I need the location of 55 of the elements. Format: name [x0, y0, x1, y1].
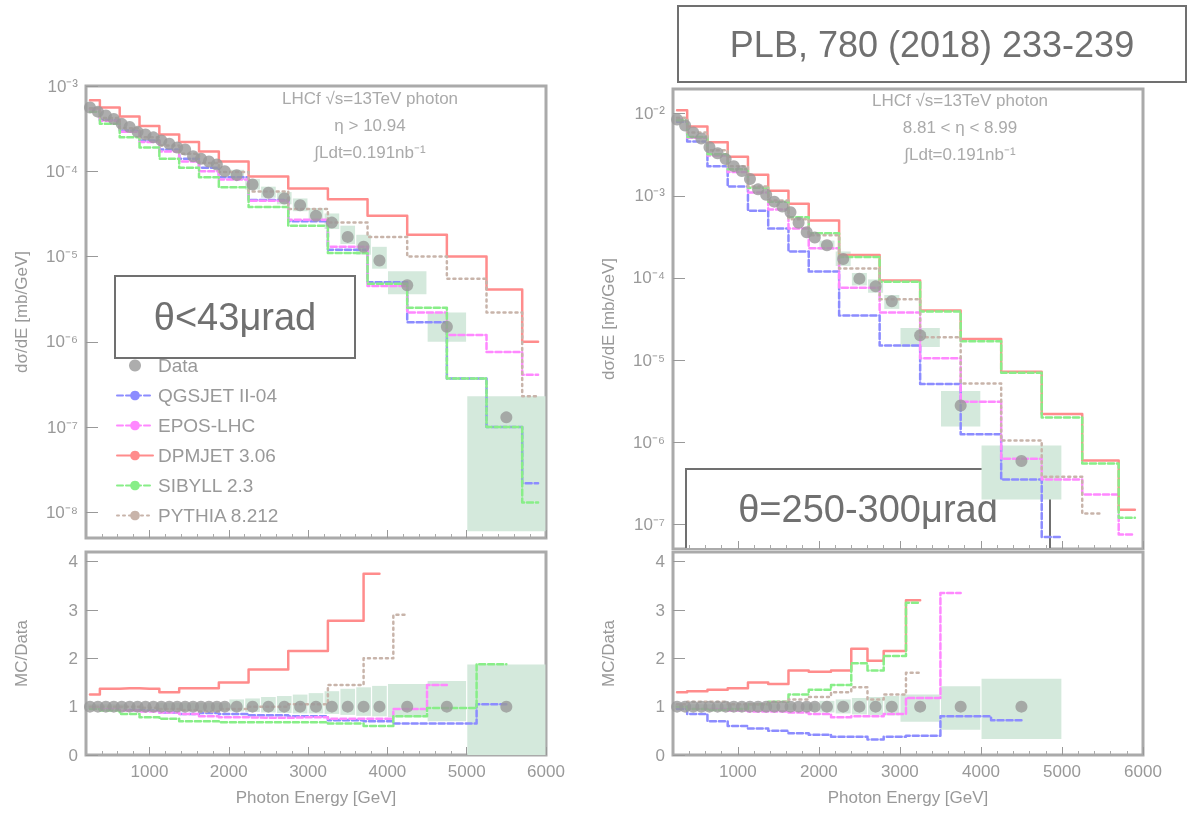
y-tick-label: 4 [655, 552, 665, 572]
y-tick-label: 3 [68, 600, 78, 620]
legend-label: DPMJET 3.06 [158, 445, 276, 466]
x-tick-label: 6000 [1124, 762, 1162, 781]
legend-label: Data [158, 355, 199, 376]
x-tick-label: 5000 [447, 762, 486, 781]
y-axis-title: dσ/dE [mb/GeV] [12, 251, 31, 373]
y-axis-title: MC/Data [599, 619, 618, 688]
y-tick-label: 4 [68, 552, 78, 572]
y-tick-label: 10⁻⁶ [46, 332, 78, 352]
text: PLB, 780 (2018) 233-239 [729, 23, 1135, 65]
annotation: LHCf √s=13TeV photon [871, 90, 1049, 110]
y-tick-label: 0 [68, 745, 78, 765]
y-tick-label: 10⁻⁷ [46, 417, 78, 437]
y-tick-label: 10⁻⁷ [633, 514, 665, 534]
y-tick-label: 1 [655, 697, 665, 717]
y-tick-label: 10⁻⁶ [633, 432, 665, 452]
y-tick-label: 10⁻² [634, 104, 666, 124]
annotation: ∫Ldt=0.191nb⁻¹ [313, 142, 426, 162]
annotation: θ=250-300μrad [738, 488, 998, 530]
y-tick-label: 10⁻³ [634, 186, 666, 206]
legend-label: SIBYLL 2.3 [158, 475, 254, 496]
y-tick-label: 10⁻⁵ [46, 247, 78, 267]
y-axis-title: dσ/dE [mb/GeV] [599, 258, 618, 380]
x-axis-title: Photon Energy [GeV] [235, 788, 397, 807]
x-tick-label: 6000 [527, 762, 565, 781]
y-tick-label: 2 [655, 648, 665, 668]
y-tick-label: 10⁻³ [47, 76, 79, 96]
y-tick-label: 10⁻⁴ [45, 161, 78, 181]
annotation: LHCf √s=13TeV photon [281, 88, 459, 108]
y-tick-label: 1 [68, 697, 78, 717]
x-axis-title: Photon Energy [GeV] [827, 788, 989, 807]
y-tick-label: 10⁻⁵ [633, 350, 665, 370]
legend-label: QGSJET II-04 [158, 385, 278, 406]
annotation: 8.81 < η < 8.99 [902, 117, 1018, 137]
x-tick-label: 5000 [1043, 762, 1081, 781]
x-tick-label: 4000 [962, 762, 1000, 781]
y-tick-label: 10⁻⁸ [45, 502, 78, 522]
x-tick-label: 3000 [289, 762, 327, 781]
x-tick-label: 1000 [718, 762, 757, 781]
y-tick-label: 10⁻⁴ [632, 268, 665, 288]
annotation: ∫Ldt=0.191nb⁻¹ [903, 144, 1016, 164]
y-tick-label: 2 [68, 648, 78, 668]
x-tick-label: 2000 [209, 762, 248, 781]
legend-label: EPOS-LHC [158, 415, 256, 436]
x-tick-label: 4000 [368, 762, 407, 781]
x-tick-label: 2000 [799, 762, 838, 781]
annotation: θ<43μrad [153, 296, 317, 338]
y-tick-label: 0 [655, 745, 665, 765]
x-tick-label: 3000 [880, 762, 919, 781]
x-tick-label: 1000 [130, 762, 169, 781]
y-axis-title: MC/Data [12, 619, 31, 688]
annotation: η > 10.94 [334, 115, 406, 135]
y-tick-label: 3 [655, 600, 665, 620]
legend-label: PYTHIA 8.212 [158, 505, 279, 526]
